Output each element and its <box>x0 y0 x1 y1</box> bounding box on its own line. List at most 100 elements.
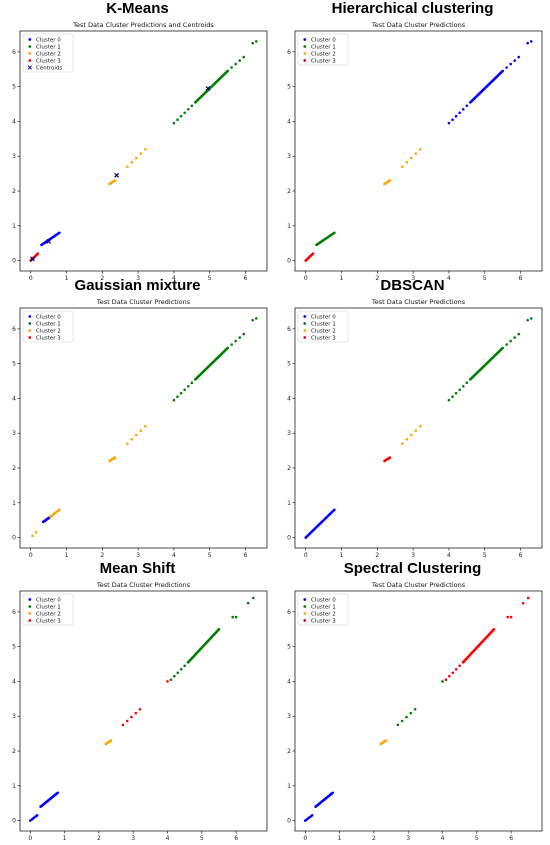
legend-marker <box>28 329 32 332</box>
data-point <box>126 442 129 445</box>
data-point <box>134 711 138 715</box>
plot-title: Test Data Cluster Predictions <box>371 581 466 589</box>
data-point <box>529 40 533 43</box>
data-point <box>451 671 455 675</box>
y-tick-label: 1 <box>12 500 16 507</box>
legend-label: Cluster 0 <box>311 598 336 604</box>
data-point <box>36 252 40 255</box>
legend-label: Cluster 1 <box>36 605 61 611</box>
data-point <box>405 715 408 719</box>
x-tick-label: 2 <box>97 835 101 842</box>
plot-frame <box>294 307 543 549</box>
legend-marker <box>303 59 307 62</box>
data-point <box>179 391 183 395</box>
data-point <box>509 615 513 619</box>
panel-heading: Gaussian mixture <box>74 277 201 294</box>
hierarchical-scatter-plot: Test Data Cluster Predictions 0 1 2 3 4 5 6 0 1 2 3… <box>287 21 543 282</box>
data-point <box>183 388 186 392</box>
data-point <box>509 339 512 343</box>
legend-label: Centroids <box>36 66 62 72</box>
x-tick-label: 4 <box>447 552 451 559</box>
data-point <box>251 318 254 322</box>
panel-gaussian: Gaussian mixture Test Data Cluster Predi… <box>0 277 275 559</box>
legend-marker <box>27 65 32 70</box>
legend-marker <box>28 52 32 55</box>
y-tick-label: 3 <box>287 153 291 160</box>
x-tick-label: 6 <box>234 835 238 842</box>
data-point <box>125 719 129 723</box>
legend-marker <box>303 322 307 325</box>
legend-marker <box>28 45 32 48</box>
data-point <box>448 674 451 678</box>
data-point <box>234 615 238 619</box>
plot-frame <box>19 590 268 832</box>
legend-label: Cluster 1 <box>311 322 336 328</box>
centroid-marker <box>114 172 120 178</box>
data-point <box>113 179 117 182</box>
data-point <box>143 424 147 428</box>
data-point <box>529 317 533 320</box>
plot-title: Test Data Cluster Predictions <box>96 298 191 306</box>
x-tick-label: 1 <box>63 835 67 842</box>
x-tick-label: 2 <box>100 552 104 559</box>
data-point <box>130 161 134 164</box>
legend-label: Cluster 3 <box>36 336 61 342</box>
x-tick-label: 0 <box>303 835 307 842</box>
y-tick-label: 5 <box>12 84 16 91</box>
legend-box <box>297 593 349 626</box>
y-tick-label: 2 <box>287 188 291 195</box>
x-tick-label: 1 <box>65 552 69 559</box>
plot-frame <box>19 30 268 272</box>
x-tick-label: 6 <box>519 552 523 559</box>
data-point <box>521 601 525 605</box>
y-tick-label: 2 <box>287 465 291 472</box>
y-tick-label: 4 <box>12 118 16 125</box>
data-point <box>113 456 117 459</box>
data-point <box>441 680 444 683</box>
data-point <box>172 398 176 402</box>
data-point <box>176 118 179 121</box>
data-point <box>230 343 233 346</box>
y-tick-label: 3 <box>287 430 291 437</box>
legend-label: Cluster 0 <box>36 38 61 44</box>
data-point <box>526 318 529 322</box>
legend-marker <box>28 598 32 601</box>
data-point <box>513 59 517 62</box>
x-tick-label: 0 <box>28 835 32 842</box>
x-tick-label: 5 <box>483 552 487 559</box>
data-point <box>130 715 133 719</box>
data-point <box>135 156 138 160</box>
data-point <box>217 627 221 631</box>
data-point <box>333 231 336 235</box>
legend-label: Cluster 0 <box>36 598 61 604</box>
x-tick-label: 2 <box>372 835 376 842</box>
y-tick-label: 2 <box>287 748 291 755</box>
data-point <box>58 231 61 235</box>
legend-label: Cluster 1 <box>36 322 61 328</box>
y-tick-label: 5 <box>12 361 16 368</box>
legend-label: Cluster 3 <box>36 619 61 625</box>
centroid-marker <box>30 256 35 262</box>
plot-title: Test Data Cluster Predictions <box>371 21 466 29</box>
data-point <box>138 707 142 711</box>
legend-marker <box>28 322 32 325</box>
data-point <box>35 814 39 817</box>
data-point <box>109 739 113 742</box>
y-tick-label: 1 <box>287 223 291 230</box>
data-point <box>179 114 183 118</box>
data-point <box>169 678 173 681</box>
x-tick-label: 1 <box>338 835 342 842</box>
legend-marker <box>303 329 307 332</box>
x-tick-label: 4 <box>447 275 451 282</box>
x-tick-label: 1 <box>65 275 69 282</box>
legend-label: Cluster 2 <box>36 329 61 335</box>
x-tick-label: 5 <box>200 835 204 842</box>
x-tick-label: 5 <box>475 835 479 842</box>
x-tick-label: 6 <box>244 275 248 282</box>
data-point <box>451 118 454 121</box>
data-point <box>517 332 521 336</box>
legend-box <box>22 593 74 626</box>
y-tick-label: 5 <box>287 644 291 651</box>
data-point <box>135 433 138 437</box>
y-tick-label: 6 <box>12 49 16 56</box>
